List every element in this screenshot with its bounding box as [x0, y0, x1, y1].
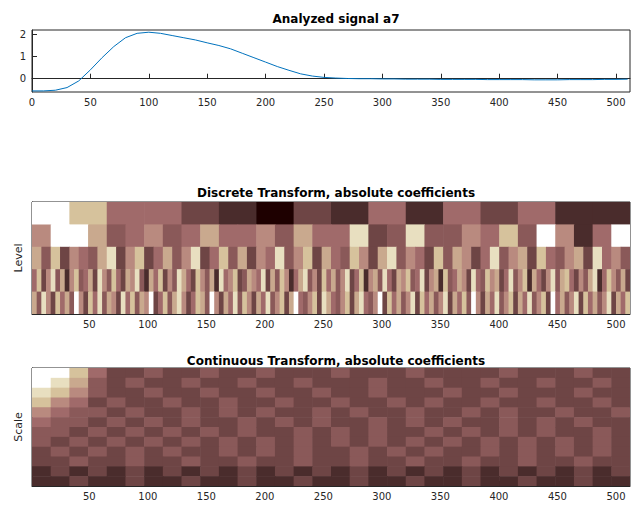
svg-text:150: 150 [197, 319, 216, 330]
svg-text:50: 50 [84, 97, 97, 108]
svg-text:250: 250 [314, 319, 333, 330]
svg-text:2: 2 [20, 29, 26, 40]
svg-text:250: 250 [314, 491, 333, 502]
svg-text:100: 100 [139, 97, 158, 108]
svg-text:400: 400 [489, 319, 508, 330]
svg-text:300: 300 [372, 491, 391, 502]
svg-text:100: 100 [138, 491, 157, 502]
svg-text:150: 150 [197, 491, 216, 502]
svg-text:200: 200 [256, 97, 275, 108]
svg-text:Discrete Transform, absolute c: Discrete Transform, absolute coefficient… [197, 186, 475, 200]
svg-text:350: 350 [431, 491, 450, 502]
svg-text:250: 250 [314, 97, 333, 108]
svg-text:500: 500 [606, 97, 625, 108]
svg-text:0: 0 [20, 73, 26, 84]
svg-text:50: 50 [83, 319, 96, 330]
svg-text:400: 400 [490, 97, 509, 108]
svg-text:100: 100 [138, 319, 157, 330]
svg-text:200: 200 [255, 319, 274, 330]
svg-text:0: 0 [29, 97, 35, 108]
svg-text:50: 50 [83, 491, 96, 502]
svg-text:450: 450 [548, 491, 567, 502]
svg-text:350: 350 [431, 97, 450, 108]
svg-text:1: 1 [20, 51, 26, 62]
svg-text:Analyzed signal a7: Analyzed signal a7 [273, 12, 400, 26]
svg-text:300: 300 [373, 97, 392, 108]
svg-text:150: 150 [198, 97, 217, 108]
svg-text:Scale: Scale [12, 412, 25, 442]
svg-text:500: 500 [606, 319, 625, 330]
svg-text:Level: Level [12, 243, 25, 272]
svg-text:450: 450 [548, 97, 567, 108]
svg-text:300: 300 [372, 319, 391, 330]
svg-text:500: 500 [606, 491, 625, 502]
svg-text:Continuous Transform, absolute: Continuous Transform, absolute coefficie… [187, 354, 485, 368]
svg-text:400: 400 [489, 491, 508, 502]
svg-text:350: 350 [431, 319, 450, 330]
svg-text:450: 450 [548, 319, 567, 330]
svg-text:200: 200 [255, 491, 274, 502]
